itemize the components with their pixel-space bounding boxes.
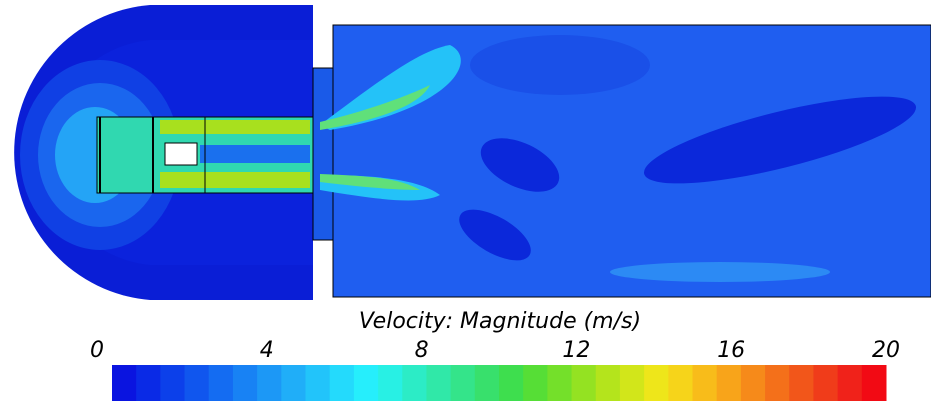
colorbar-band xyxy=(668,365,693,401)
colorbar-band xyxy=(813,365,838,401)
colorbar-band xyxy=(644,365,669,401)
colorbar-band xyxy=(426,365,451,401)
colorbar-band xyxy=(185,365,210,401)
colorbar-band xyxy=(499,365,524,401)
colorbar-band xyxy=(378,365,403,401)
colorbar-band xyxy=(741,365,766,401)
colorbar-band xyxy=(233,365,258,401)
channel-jet xyxy=(160,172,310,188)
colorbar-band xyxy=(402,365,427,401)
colorbar-band xyxy=(160,365,185,401)
colorbar-band xyxy=(306,365,331,401)
colorbar-band xyxy=(257,365,282,401)
wall-zone xyxy=(610,262,830,282)
colorbar-band xyxy=(112,365,137,401)
colorbar-band xyxy=(862,365,887,401)
colorbar-band xyxy=(523,365,548,401)
colorbar-tick-label: 0 xyxy=(90,338,104,363)
obstacle xyxy=(165,143,197,165)
colorbar-band xyxy=(475,365,500,401)
colorbar-tick-label: 20 xyxy=(872,338,900,363)
colorbar-band xyxy=(765,365,790,401)
chart: Velocity: Magnitude (m/s) 0 4 8 12 16 20 xyxy=(0,0,931,403)
colorbar-title: Velocity: Magnitude (m/s) xyxy=(359,309,641,334)
colorbar-band xyxy=(789,365,814,401)
flow-field xyxy=(14,5,931,300)
colorbar-band xyxy=(620,365,645,401)
colorbar-tick-label: 16 xyxy=(717,338,745,363)
colorbar-band xyxy=(451,365,476,401)
low-speed-zone xyxy=(470,35,650,95)
page: Velocity: Magnitude (m/s) 048121620 (() … xyxy=(0,0,931,403)
colorbar-tick-label: 4 xyxy=(260,338,274,363)
colorbar-band xyxy=(136,365,161,401)
colorbar-band xyxy=(209,365,234,401)
colorbar-band xyxy=(330,365,355,401)
channel-jet xyxy=(160,120,310,134)
colorbar-band xyxy=(281,365,306,401)
colorbar-band xyxy=(572,365,597,401)
colorbar-band xyxy=(354,365,379,401)
colorbar-band xyxy=(547,365,572,401)
colorbar-band xyxy=(693,365,718,401)
colorbar-tick-label: 12 xyxy=(562,338,590,363)
colorbar-band xyxy=(596,365,621,401)
channel-core xyxy=(200,145,310,163)
colorbar-band xyxy=(717,365,742,401)
connector xyxy=(313,68,333,240)
colorbar-tick-label: 8 xyxy=(415,338,429,363)
colorbar-band xyxy=(838,365,863,401)
